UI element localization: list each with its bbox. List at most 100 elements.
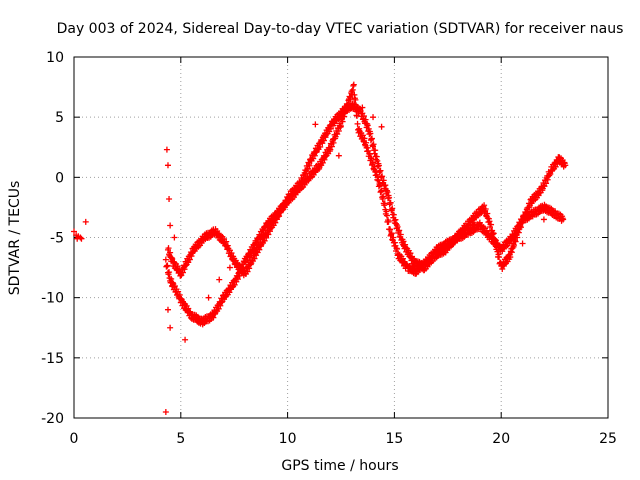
x-tick-label: 10 [279, 431, 297, 447]
data-point [368, 155, 375, 162]
data-point [320, 132, 327, 139]
data-point [339, 118, 346, 125]
data-point [347, 96, 354, 103]
data-point [470, 222, 477, 229]
data-point [216, 276, 223, 283]
data-point [387, 226, 394, 233]
data-point [386, 194, 393, 201]
data-point [226, 264, 233, 271]
data-point [228, 250, 235, 257]
y-tick-label: 0 [55, 170, 64, 186]
data-point [507, 254, 514, 261]
data-point [523, 212, 530, 219]
y-tick-label: -15 [41, 351, 64, 367]
data-point [490, 230, 497, 237]
data-point [380, 177, 387, 184]
data-point [384, 189, 391, 196]
data-point [370, 159, 377, 166]
data-point [77, 234, 84, 241]
series-arc-spikes [162, 104, 547, 415]
chart-title: Day 003 of 2024, Sidereal Day-to-day VTE… [57, 21, 624, 37]
data-point [281, 204, 288, 211]
data-point [494, 248, 501, 255]
data-point [338, 122, 344, 129]
series-early [71, 218, 89, 242]
data-point [519, 240, 526, 247]
y-tick-label: -10 [41, 291, 64, 307]
data-point [483, 212, 490, 219]
data-point [378, 123, 385, 130]
data-point [167, 324, 174, 331]
data-point [370, 141, 377, 148]
data-point [394, 223, 401, 230]
data-point [334, 131, 341, 138]
data-point [387, 199, 394, 206]
data-point [389, 205, 396, 212]
y-axis-label: SDTVAR / TECUs [7, 181, 23, 296]
data-point [486, 218, 493, 225]
data-point [251, 255, 258, 262]
data-point [312, 121, 319, 128]
data-point [562, 162, 569, 169]
data-point [354, 120, 361, 127]
data-point [511, 242, 518, 249]
data-point [78, 235, 85, 242]
data-point [380, 193, 387, 200]
data-point [378, 187, 385, 194]
data-point [328, 143, 335, 150]
data-point [370, 114, 377, 121]
data-point [492, 236, 499, 243]
x-tick-label: 5 [176, 431, 185, 447]
data-point [71, 228, 77, 235]
y-tick-label: -20 [41, 411, 64, 427]
data-point [383, 212, 390, 219]
data-point [482, 206, 489, 213]
data-point [390, 234, 397, 241]
data-point [377, 167, 384, 174]
x-tick-label: 0 [70, 431, 79, 447]
data-point [327, 146, 334, 153]
data-point [375, 177, 382, 184]
data-point [372, 147, 379, 154]
data-point [540, 216, 547, 223]
x-tick-label: 15 [385, 431, 403, 447]
data-point [205, 294, 212, 301]
data-point [359, 132, 366, 139]
data-point [166, 195, 173, 202]
data-point [363, 139, 370, 146]
data-point [169, 282, 176, 289]
x-tick-label: 25 [599, 431, 617, 447]
data-point [367, 130, 374, 137]
data-point [514, 234, 521, 241]
data-points [71, 81, 569, 415]
data-point [171, 234, 178, 241]
data-point [244, 268, 251, 275]
grid-lines [74, 57, 608, 418]
data-point [512, 238, 519, 245]
data-point [560, 216, 567, 223]
series-arc-secondary [164, 100, 569, 279]
data-point [166, 269, 173, 276]
data-point [361, 135, 368, 142]
data-point [163, 146, 170, 153]
data-point [231, 281, 238, 288]
data-point [215, 305, 222, 312]
data-point [301, 174, 308, 181]
data-point [396, 227, 403, 234]
data-point [182, 336, 189, 343]
data-point [194, 318, 201, 325]
data-point [359, 104, 366, 111]
data-point [375, 162, 382, 169]
axis-ticks: -20 -15 -10 -5 0 5 10 0 5 10 15 20 25 [41, 50, 617, 447]
data-point [350, 81, 357, 88]
data-point [365, 147, 372, 154]
data-point [364, 122, 371, 129]
data-point [162, 408, 169, 415]
data-point [385, 218, 392, 225]
data-point [390, 211, 397, 218]
data-point [360, 113, 367, 120]
data-point [335, 152, 342, 159]
data-point [251, 245, 258, 252]
data-point [165, 245, 172, 252]
